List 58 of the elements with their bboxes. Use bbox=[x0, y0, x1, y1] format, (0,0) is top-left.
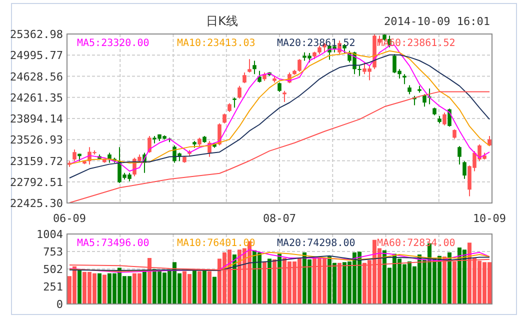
candlestick bbox=[298, 58, 302, 72]
x-tick-label: 08-07 bbox=[262, 212, 296, 225]
y-tick-label: 22425.30 bbox=[10, 197, 63, 210]
candlestick bbox=[448, 108, 452, 128]
candlestick bbox=[282, 90, 286, 102]
line-series bbox=[69, 255, 490, 272]
candlestick bbox=[488, 136, 492, 147]
x-tick-label: 10-09 bbox=[472, 212, 506, 225]
y-tick-label: 24995.77 bbox=[10, 49, 63, 62]
bar bbox=[142, 270, 146, 304]
candlestick bbox=[252, 60, 256, 75]
candlestick bbox=[452, 128, 456, 140]
candlestick bbox=[222, 113, 226, 124]
y-tick-label: 23526.93 bbox=[10, 134, 63, 147]
y-tick-label: 753 bbox=[43, 246, 63, 258]
text: MA10:23413.03 bbox=[177, 38, 256, 49]
bar bbox=[232, 254, 236, 304]
y-tick-label: 24261.35 bbox=[10, 91, 63, 104]
candlestick bbox=[248, 58, 252, 73]
candlestick bbox=[402, 74, 406, 85]
y-tick-label: 502 bbox=[43, 263, 63, 276]
x-tick-label: 06-09 bbox=[52, 212, 86, 225]
candlestick bbox=[238, 85, 242, 100]
bar bbox=[102, 274, 106, 304]
y-tick-label: 0 bbox=[56, 298, 63, 311]
bar bbox=[78, 270, 82, 304]
text: MA5:23320.00 bbox=[77, 38, 150, 49]
candlestick bbox=[258, 70, 262, 83]
bar bbox=[192, 270, 196, 304]
chart-subtitle: 2014-10-09 16:01 bbox=[384, 15, 490, 28]
series-label: MA20:74298.00 bbox=[277, 238, 356, 249]
y-tick-label: 24628.56 bbox=[10, 70, 63, 84]
y-tick-label: 251 bbox=[43, 280, 63, 294]
y-tick-label: 25362.98 bbox=[10, 28, 63, 41]
candlestick bbox=[442, 112, 446, 126]
y-tick-label: 1004 bbox=[36, 228, 64, 241]
candlestick bbox=[358, 65, 362, 76]
candlestick bbox=[462, 160, 466, 180]
series-label: MA5:73496.00 bbox=[77, 238, 150, 249]
bar bbox=[278, 254, 282, 304]
bar bbox=[98, 273, 102, 304]
candlestick bbox=[148, 136, 152, 154]
bar bbox=[448, 252, 452, 304]
line-series bbox=[69, 91, 490, 204]
y-tick-label: 23894.14 bbox=[10, 112, 64, 126]
candlestick bbox=[408, 84, 412, 95]
y-tick-label: 23159.72 bbox=[10, 154, 63, 168]
candlestick bbox=[458, 146, 462, 165]
candlestick bbox=[232, 97, 236, 108]
bar bbox=[268, 258, 272, 304]
y-tick-label: 22792.51 bbox=[10, 176, 63, 189]
candlestick bbox=[242, 72, 246, 84]
candlestick bbox=[72, 148, 76, 162]
chart-title: 日K线 bbox=[206, 14, 238, 28]
bar bbox=[212, 276, 216, 304]
candlestick bbox=[278, 82, 282, 92]
bar bbox=[202, 270, 206, 304]
series-label: MA60:72834.00 bbox=[377, 238, 456, 249]
